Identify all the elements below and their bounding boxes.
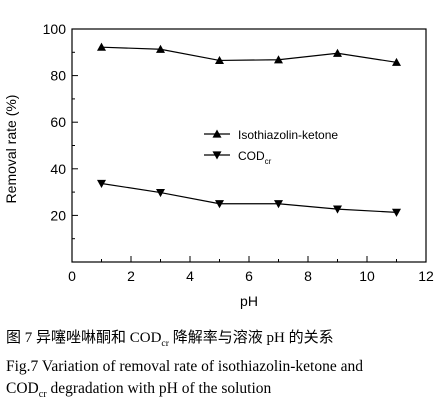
figure-caption-english-line1: Fig.7 Variation of removal rate of isoth… [6, 358, 363, 375]
data-point [392, 208, 401, 217]
data-point [333, 205, 342, 214]
legend-label: Isothiazolin-ketone [238, 128, 338, 142]
y-tick-label: 60 [50, 114, 66, 130]
x-tick-label: 8 [304, 268, 312, 284]
caption-cn-part1: 图 7 异噻唑啉酮和 COD [6, 330, 162, 346]
data-point [392, 57, 401, 66]
figure-caption-chinese: 图 7 异噻唑啉酮和 CODcr 降解率与溶液 pH 的关系 [6, 328, 442, 354]
data-point [215, 55, 224, 65]
data-point [333, 48, 342, 57]
x-tick-label: 6 [245, 268, 253, 284]
caption-cn-part2: 降解率与溶液 pH 的关系 [169, 330, 334, 346]
data-point [274, 200, 283, 209]
y-tick-label: 20 [50, 207, 66, 223]
chart-ticks: 0 2 4 6 8 10 12 20 40 60 80 100 [43, 21, 434, 284]
caption-cn-subscript: cr [161, 338, 169, 349]
figure-caption-english-line2: CODcr degradation with pH of the solutio… [6, 378, 442, 405]
caption-en-cod: COD [6, 380, 39, 397]
x-tick-label: 0 [68, 268, 76, 284]
x-tick-label: 10 [359, 268, 375, 284]
chart-legend: Isothiazolin-ketone CODcr [204, 128, 338, 166]
data-point [156, 44, 165, 53]
data-point [97, 42, 106, 51]
x-tick-label: 2 [127, 268, 135, 284]
data-point [274, 55, 283, 64]
x-tick-label: 12 [418, 268, 434, 284]
series-line [101, 182, 397, 213]
plot-frame [71, 28, 427, 263]
y-tick-label: 100 [43, 21, 67, 37]
legend-label: CODcr [238, 149, 272, 166]
chart-axes [71, 28, 427, 263]
x-tick-label: 4 [186, 268, 194, 284]
legend-marker [212, 151, 222, 160]
data-point [215, 200, 224, 209]
caption-en-subscript: cr [38, 389, 47, 401]
chart-series [97, 42, 401, 217]
series-line [101, 46, 397, 63]
caption-en-part2: degradation with pH of the solution [46, 380, 272, 397]
y-tick-label: 40 [50, 161, 66, 177]
y-axis-label: Removal rate (%) [3, 95, 19, 204]
data-point [156, 188, 165, 198]
legend-marker [212, 129, 222, 138]
data-point [97, 179, 106, 188]
x-axis-label: pH [240, 293, 258, 309]
y-tick-label: 80 [50, 68, 66, 84]
